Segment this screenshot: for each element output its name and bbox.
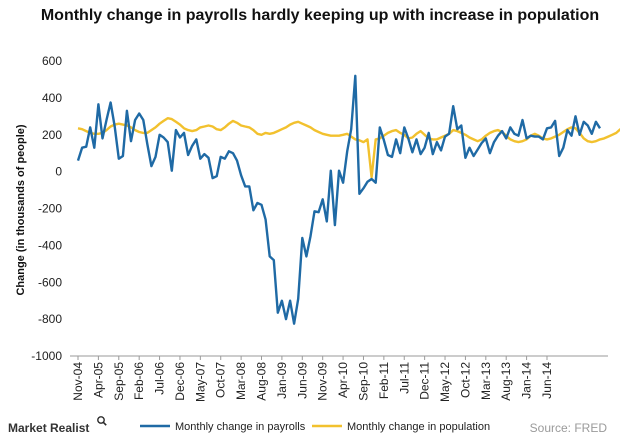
x-tick-label: May-07 <box>193 362 207 402</box>
chart-title: Monthly change in payrolls hardly keepin… <box>40 7 600 24</box>
brand-logo: Market Realist <box>8 416 107 435</box>
x-tick-label: Dec-11 <box>418 362 432 400</box>
y-tick-label: 400 <box>42 91 62 105</box>
x-tick-label: Apr-05 <box>91 362 105 398</box>
y-tick-label: -1000 <box>31 349 62 363</box>
y-tick-label: 0 <box>55 165 62 179</box>
x-tick-label: Nov-04 <box>71 362 85 401</box>
x-tick-label: Jan-14 <box>520 362 534 399</box>
x-tick-label: May-12 <box>438 362 452 402</box>
x-tick-label: Oct-12 <box>458 362 472 398</box>
x-tick-label: Oct-07 <box>214 362 228 398</box>
x-tick-label: Jun-09 <box>295 362 309 399</box>
y-tick-label: -600 <box>38 275 62 289</box>
magnifier-icon <box>97 416 107 426</box>
legend-label-payrolls: Monthly change in payrolls <box>175 421 306 433</box>
x-tick-label: Dec-06 <box>173 362 187 401</box>
y-tick-label: -200 <box>38 202 62 216</box>
x-tick-label: Jul-06 <box>153 362 167 395</box>
y-tick-label: -400 <box>38 238 62 252</box>
y-tick-label: 600 <box>42 54 62 68</box>
x-tick-label: Feb-06 <box>132 362 146 400</box>
x-tick-label: Nov-09 <box>316 362 330 401</box>
source-note: Source: FRED <box>530 421 608 435</box>
y-axis-label: Change (in thousands of people) <box>15 124 27 295</box>
x-tick-label: Mar-08 <box>234 362 248 400</box>
x-tick-labels: Nov-04 Apr-05 Sep-05 Feb-06 Jul-06 Dec-06 May-… <box>71 356 554 402</box>
x-tick-label: Feb-11 <box>377 362 391 399</box>
legend-label-population: Monthly change in population <box>347 421 490 433</box>
x-tick-label: Jul-11 <box>397 362 411 394</box>
x-tick-label: Sep-10 <box>356 362 370 401</box>
x-tick-label: Sep-05 <box>112 362 126 401</box>
y-tick-label: 200 <box>42 128 62 142</box>
x-tick-label: Apr-10 <box>336 362 350 398</box>
x-tick-label: Aug-13 <box>499 362 513 401</box>
legend: Monthly change in payrolls Monthly chang… <box>140 421 490 433</box>
series-line-payrolls <box>76 74 602 325</box>
x-tick-label: Mar-13 <box>479 362 493 400</box>
x-tick-label: Jan-09 <box>275 362 289 399</box>
x-tick-label: Jun-14 <box>540 362 554 399</box>
y-axis: -1000 -800 -600 -400 -200 0 200 400 600 <box>31 54 62 363</box>
y-tick-label: -800 <box>38 312 62 326</box>
series-layer <box>76 74 620 325</box>
x-tick-label: Aug-08 <box>255 362 269 401</box>
brand-name: Market Realist <box>8 421 89 435</box>
